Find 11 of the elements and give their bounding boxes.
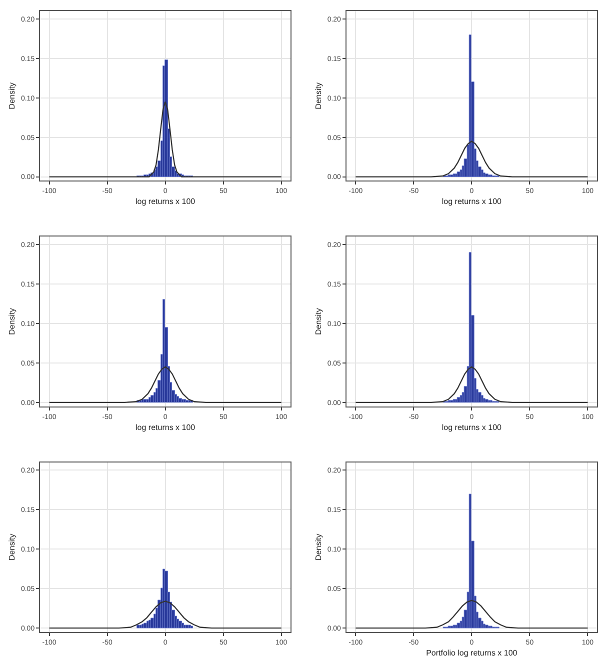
y-axis-title: Density <box>8 534 17 560</box>
y-axis-title: Density <box>8 82 17 110</box>
x-axis-title: log returns x 100 <box>442 197 502 206</box>
y-axis-title: Density <box>314 82 324 110</box>
y-axis-title: Density <box>314 534 324 560</box>
x-axis-title: log returns x 100 <box>442 422 502 432</box>
x-axis-title: log returns x 100 <box>136 197 196 206</box>
y-axis-title: Density <box>314 308 324 335</box>
x-axis-title: log returns x 100 <box>136 422 196 432</box>
y-axis-title: Density <box>8 308 17 335</box>
x-axis-title: Portfolio log returns x 100 <box>426 648 518 658</box>
